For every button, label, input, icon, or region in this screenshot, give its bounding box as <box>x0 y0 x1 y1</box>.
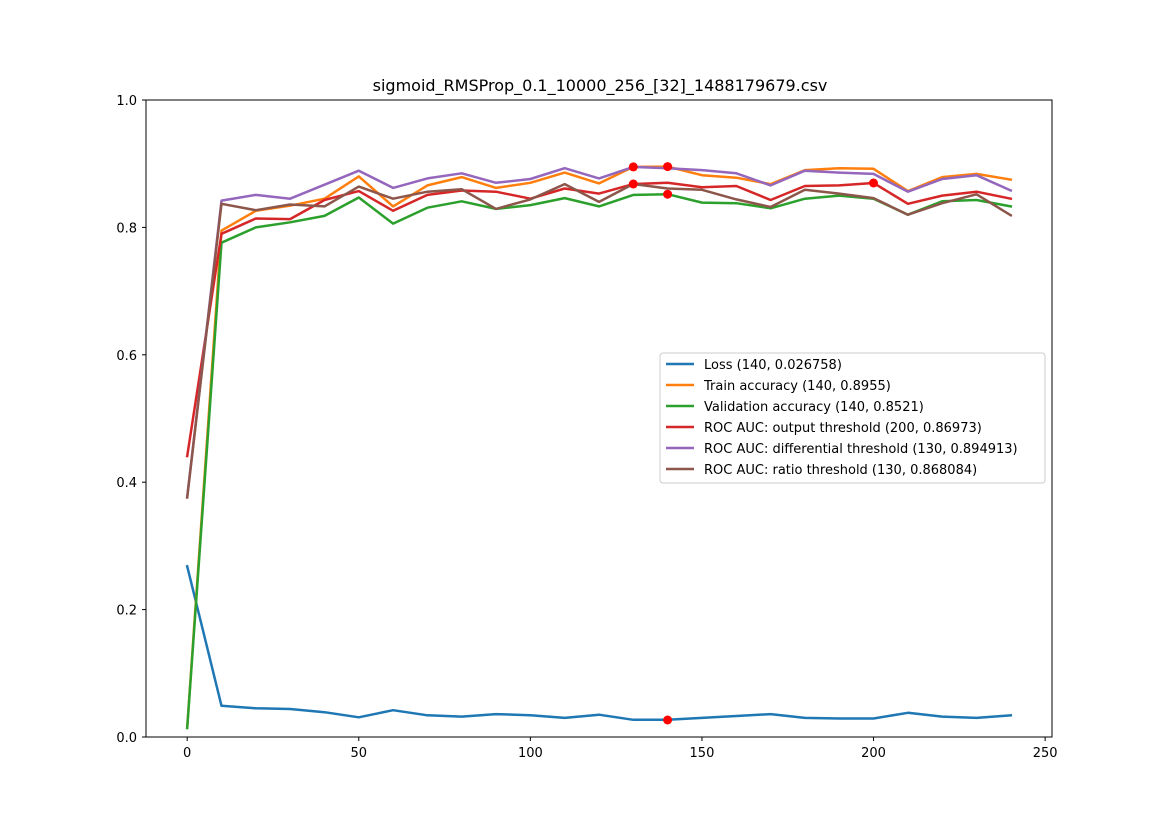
x-tick-label: 100 <box>518 746 543 761</box>
y-axis: 0.0 0.2 0.4 0.6 0.8 1.0 <box>116 94 146 746</box>
chart-title: sigmoid_RMSProp_0.1_10000_256_[32]_14881… <box>373 76 828 96</box>
best-point-marker-1 <box>663 715 673 725</box>
best-point-marker-4 <box>869 178 878 188</box>
plot-frame <box>145 99 1053 738</box>
y-tick-label: 0.8 <box>116 221 137 236</box>
x-tick-label: 150 <box>690 746 715 761</box>
best-point-marker-5 <box>628 162 638 172</box>
legend-label-4: ROC AUC: output threshold (200, 0.86973) <box>704 421 982 436</box>
marker-layer <box>628 162 878 725</box>
series-line-2 <box>185 165 1013 729</box>
best-point-marker-3 <box>663 189 673 199</box>
y-tick-label: 0.2 <box>116 604 137 619</box>
best-point-marker-2 <box>663 162 673 172</box>
series-line-1 <box>185 564 1013 722</box>
legend-label-3: Validation accuracy (140, 0.8521) <box>704 400 924 415</box>
x-tick-label: 50 <box>350 746 367 761</box>
series-line-6 <box>185 182 1013 499</box>
legend-label-1: Loss (140, 0.026758) <box>704 358 842 373</box>
best-point-marker-6 <box>628 179 638 189</box>
y-tick-label: 0.0 <box>116 731 137 746</box>
x-tick-label: 0 <box>183 746 191 761</box>
y-tick-label: 0.4 <box>116 476 137 491</box>
legend-label-2: Train accuracy (140, 0.8955) <box>703 379 891 394</box>
legend-label-5: ROC AUC: differential threshold (130, 0.… <box>704 442 1018 457</box>
legend-label-6: ROC AUC: ratio threshold (130, 0.868084) <box>704 463 977 478</box>
x-tick-label: 200 <box>861 746 886 761</box>
legend: Loss (140, 0.026758) Train accuracy (140,… <box>659 352 1046 484</box>
series-layer <box>185 165 1013 730</box>
x-tick-label: 250 <box>1033 746 1058 761</box>
x-axis: 0 50 100 150 200 250 <box>183 737 1058 761</box>
series-line-5 <box>185 165 1013 499</box>
y-tick-label: 0.6 <box>116 349 137 364</box>
legend-box <box>659 352 1046 484</box>
y-tick-label: 1.0 <box>116 94 137 109</box>
